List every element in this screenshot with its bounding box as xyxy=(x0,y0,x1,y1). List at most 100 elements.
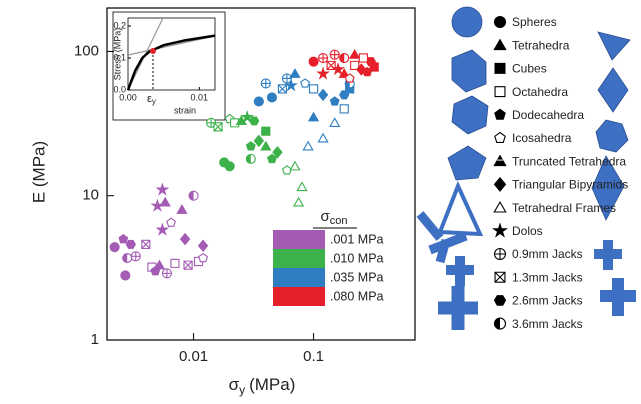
marker-shape xyxy=(253,96,264,107)
shape-legend-label: Cubes xyxy=(512,62,547,76)
shape-legend-label: Dolos xyxy=(512,224,543,238)
marker-shape xyxy=(122,253,128,263)
marker xyxy=(358,53,368,63)
marker xyxy=(159,196,171,207)
marker xyxy=(253,134,265,148)
marker xyxy=(369,62,379,72)
marker-shape xyxy=(282,73,292,83)
marker xyxy=(329,96,340,106)
marker xyxy=(338,68,350,78)
shape-legend-label: 2.6mm Jacks xyxy=(512,294,583,308)
shape-legend-label: Octahedra xyxy=(512,85,568,99)
inset-y-tick-label: 0.1 xyxy=(113,52,126,62)
marker xyxy=(260,140,272,151)
marker xyxy=(122,252,133,264)
x-tick-label: 0.01 xyxy=(179,348,208,365)
marker-shape xyxy=(289,68,301,78)
marker xyxy=(188,190,199,201)
marker-shape xyxy=(358,53,368,63)
marker xyxy=(289,68,301,78)
marker xyxy=(166,217,177,227)
marker-shape xyxy=(339,53,345,63)
inset-y-label: Stress (MPa) xyxy=(112,28,122,81)
marker-shape xyxy=(494,131,506,143)
marker-shape xyxy=(282,165,292,175)
shape-legend-label: 1.3mm Jacks xyxy=(512,270,583,284)
marker xyxy=(120,270,131,281)
marker xyxy=(130,251,141,262)
legend-swatch xyxy=(273,287,325,306)
marker xyxy=(141,239,151,249)
marker-shape xyxy=(267,153,277,164)
inset-marker-sub: y xyxy=(152,97,156,106)
marker-shape xyxy=(176,204,188,214)
shape-legend-label: Dodecahedra xyxy=(512,108,584,122)
shape-legend-label: 0.9mm Jacks xyxy=(512,247,583,261)
marker-shape xyxy=(494,271,506,283)
marker xyxy=(307,111,320,122)
marker xyxy=(170,258,180,268)
marker-shape xyxy=(155,222,170,236)
marker-shape xyxy=(292,196,305,207)
marker-shape xyxy=(307,111,320,122)
marker-shape xyxy=(317,88,329,102)
marker-shape xyxy=(246,154,251,164)
legend-title-base: σ xyxy=(320,208,330,225)
marker xyxy=(316,66,330,80)
marker xyxy=(125,239,136,249)
legend-swatch xyxy=(273,249,325,268)
marker xyxy=(272,146,283,159)
marker xyxy=(493,201,507,213)
marker-shape xyxy=(344,73,355,83)
marker-shape xyxy=(316,66,330,80)
marker xyxy=(277,84,288,94)
marker xyxy=(260,78,271,89)
marker xyxy=(179,232,191,246)
icon-jack3 xyxy=(438,286,478,330)
marker xyxy=(292,196,305,207)
marker-shape xyxy=(240,109,255,124)
marker-shape xyxy=(213,122,223,132)
marker-shape xyxy=(300,78,311,88)
marker-shape xyxy=(493,295,507,306)
marker xyxy=(339,52,350,64)
icon-jack4 xyxy=(600,278,636,316)
marker xyxy=(300,78,311,88)
legend-title-sub: con xyxy=(330,215,348,227)
marker-shape xyxy=(308,56,319,67)
marker xyxy=(491,222,509,238)
marker xyxy=(253,96,264,107)
marker xyxy=(344,73,355,83)
marker-shape xyxy=(155,182,170,196)
marker-shape xyxy=(162,268,172,278)
marker xyxy=(308,84,319,94)
inset-curve xyxy=(126,34,216,91)
marker xyxy=(494,131,506,143)
marker-shape xyxy=(272,146,283,159)
icon-jack1 xyxy=(446,256,474,286)
shape-legend-label: Spheres xyxy=(512,15,557,29)
marker xyxy=(176,204,188,214)
x-tick-label: 0.1 xyxy=(303,348,324,365)
legend-swatch xyxy=(273,230,325,249)
marker-shape xyxy=(189,191,194,201)
marker-shape xyxy=(494,86,506,98)
y-tick-label: 10 xyxy=(82,187,99,204)
marker-shape xyxy=(159,196,171,207)
marker-shape xyxy=(109,242,120,253)
marker xyxy=(155,182,170,196)
marker-shape xyxy=(494,62,506,74)
icon-tetra xyxy=(597,31,631,61)
icon-sphere xyxy=(451,6,483,38)
legend-swatch xyxy=(273,268,325,287)
marker-shape xyxy=(198,252,208,263)
icon-bipyr xyxy=(591,155,625,221)
marker-shape xyxy=(494,108,506,120)
marker xyxy=(493,154,507,167)
icon-dolos xyxy=(416,211,468,264)
marker xyxy=(493,247,507,261)
marker-shape xyxy=(493,38,507,51)
marker-shape xyxy=(493,201,507,213)
marker xyxy=(317,132,329,143)
